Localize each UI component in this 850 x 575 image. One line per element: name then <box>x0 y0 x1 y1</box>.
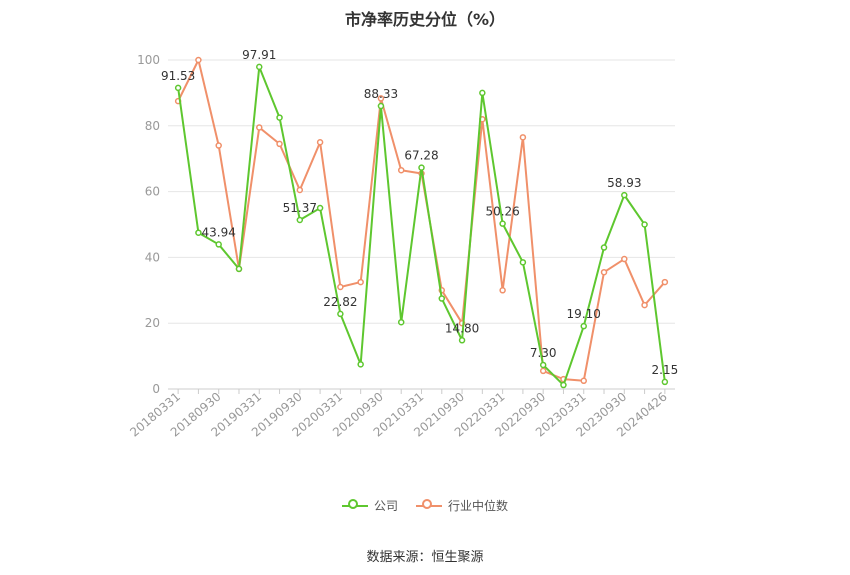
data-point[interactable] <box>357 278 364 286</box>
data-point[interactable] <box>174 84 182 92</box>
data-point[interactable] <box>580 322 587 330</box>
data-point[interactable] <box>215 142 222 149</box>
data-label: 22.82 <box>323 295 357 309</box>
data-label: 91.53 <box>161 69 195 83</box>
data-point[interactable] <box>621 191 628 199</box>
data-point[interactable] <box>397 166 405 174</box>
data-point[interactable] <box>337 283 344 291</box>
data-point[interactable] <box>661 378 669 386</box>
series-line <box>177 59 666 382</box>
data-point[interactable] <box>337 310 344 318</box>
y-tick-label: 0 <box>152 382 160 396</box>
series-layer <box>174 56 669 389</box>
data-point[interactable] <box>195 229 202 236</box>
data-point[interactable] <box>539 361 547 369</box>
data-point[interactable] <box>458 337 466 344</box>
data-point[interactable] <box>397 318 405 326</box>
data-point[interactable] <box>316 204 324 212</box>
data-point[interactable] <box>621 255 628 263</box>
data-label: 67.28 <box>404 149 438 163</box>
legend-item-company[interactable]: 公司 <box>341 497 398 514</box>
source-note: 数据来源：恒生聚源 <box>366 550 484 565</box>
data-label: 50.26 <box>485 205 519 219</box>
legend-swatch-industry-median <box>416 498 442 513</box>
data-point[interactable] <box>256 63 263 71</box>
data-label: 58.93 <box>607 176 641 190</box>
data-point[interactable] <box>276 114 283 121</box>
data-point[interactable] <box>641 301 648 309</box>
data-label: 2.15 <box>652 363 679 377</box>
grid-lines <box>168 59 675 324</box>
data-point[interactable] <box>256 124 263 131</box>
y-tick-label: 20 <box>145 316 160 330</box>
legend: 公司 行业中位数 <box>0 497 850 514</box>
data-point[interactable] <box>600 268 608 276</box>
data-point[interactable] <box>357 361 364 368</box>
data-point[interactable] <box>479 89 486 97</box>
data-label: 14.80 <box>445 321 479 335</box>
y-tick-label: 60 <box>145 185 160 199</box>
legend-label-company: 公司 <box>373 499 398 513</box>
chart-title: 市净率历史分位（%） <box>344 10 506 29</box>
data-label: 7.30 <box>530 346 557 360</box>
data-point[interactable] <box>600 244 608 251</box>
data-point[interactable] <box>195 56 202 64</box>
legend-label-industry-median: 行业中位数 <box>448 499 509 513</box>
legend-swatch-company <box>341 498 368 513</box>
data-point[interactable] <box>215 241 222 248</box>
legend-item-industry-median[interactable]: 行业中位数 <box>416 497 508 514</box>
data-point[interactable] <box>560 381 567 389</box>
data-point[interactable] <box>438 295 446 302</box>
data-point[interactable] <box>499 220 506 227</box>
series-industry-median <box>174 56 669 385</box>
data-point[interactable] <box>539 367 547 375</box>
data-labels: 91.53 43.94 97.91 51.37 22.82 88.33 67.28 14.80… <box>161 48 678 377</box>
data-label: 43.94 <box>202 225 236 239</box>
data-point[interactable] <box>499 287 506 294</box>
data-label: 51.37 <box>283 201 317 215</box>
data-point[interactable] <box>296 216 304 224</box>
data-point[interactable] <box>519 134 527 141</box>
data-label: 88.33 <box>364 87 398 101</box>
data-label: 19.10 <box>567 307 601 321</box>
y-axis: 0 20 40 60 80 100 <box>137 53 160 396</box>
data-point[interactable] <box>316 139 324 146</box>
y-tick-label: 40 <box>145 250 160 264</box>
data-point[interactable] <box>418 164 425 171</box>
data-point[interactable] <box>377 95 385 102</box>
data-label: 97.91 <box>242 48 276 62</box>
data-point[interactable] <box>235 265 243 273</box>
data-point[interactable] <box>276 140 283 148</box>
data-point[interactable] <box>519 259 527 266</box>
data-point[interactable] <box>641 221 648 228</box>
data-point[interactable] <box>580 377 587 385</box>
y-tick-label: 100 <box>137 53 160 67</box>
data-point[interactable] <box>377 102 385 110</box>
data-point[interactable] <box>661 278 669 286</box>
data-point[interactable] <box>296 186 304 194</box>
x-axis: 2018033120180930201903312019093020200331… <box>127 388 675 440</box>
y-tick-label: 80 <box>145 119 160 133</box>
series-company <box>174 63 669 389</box>
